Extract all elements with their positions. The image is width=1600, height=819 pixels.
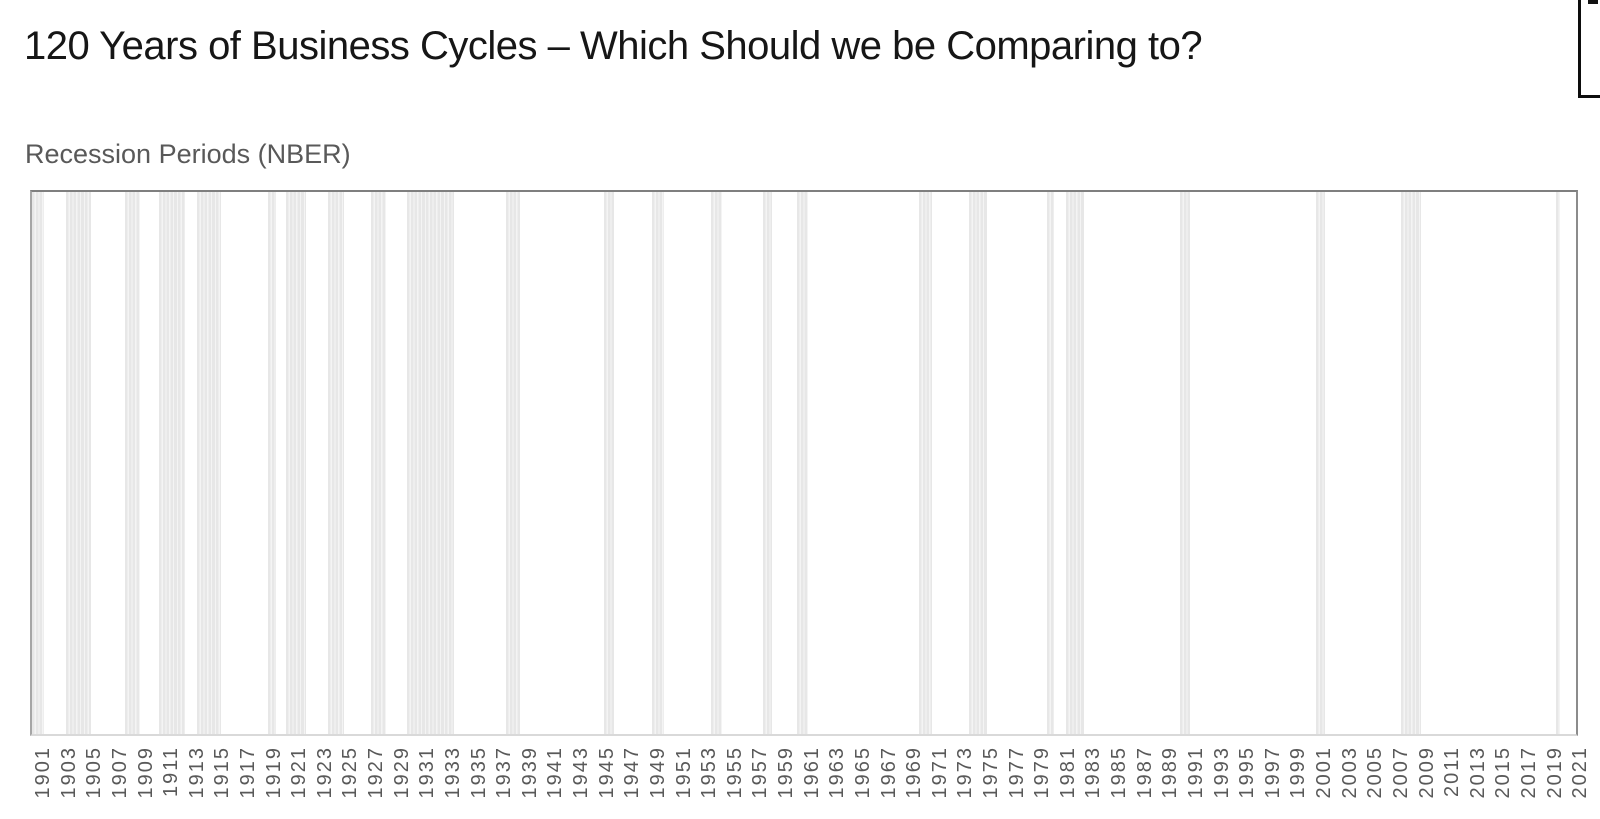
x-axis-tick-label: 1965 <box>851 746 874 799</box>
x-axis-tick-label: 2019 <box>1543 746 1566 799</box>
x-axis-tick-label: 2011 <box>1441 746 1464 798</box>
x-axis-tick-label: 1999 <box>1287 746 1310 799</box>
x-axis-tick-label: 1957 <box>749 746 772 799</box>
recession-bar <box>1047 192 1055 734</box>
recession-bar <box>197 192 222 734</box>
x-axis-tick-label: 1977 <box>1005 746 1028 799</box>
recession-bar <box>371 192 387 734</box>
recession-bar <box>968 192 987 734</box>
x-axis-tick-label: 1995 <box>1236 746 1259 799</box>
recession-bar <box>267 192 277 734</box>
x-axis-tick-label: 1929 <box>390 746 413 799</box>
x-axis-tick-label: 1987 <box>1133 746 1156 799</box>
x-axis-tick-label: 1949 <box>646 746 669 799</box>
x-axis-tick-label: 1935 <box>467 746 490 799</box>
recession-bar <box>919 192 932 734</box>
x-axis-tick-label: 1941 <box>544 746 567 799</box>
recession-bar <box>1401 192 1422 734</box>
x-axis-tick-label: 2005 <box>1364 746 1387 799</box>
recession-bar <box>285 192 306 734</box>
x-axis-tick-label: 2013 <box>1466 746 1489 799</box>
x-axis-tick-label: 1967 <box>877 746 900 799</box>
x-axis-tick-label: 1905 <box>83 746 106 799</box>
recession-bar <box>158 192 186 734</box>
x-axis-tick-label: 1933 <box>441 746 464 799</box>
x-axis-tick-label: 2021 <box>1569 746 1592 799</box>
x-axis-tick-label: 1915 <box>211 746 234 799</box>
x-axis-tick-label: 1901 <box>32 746 54 799</box>
x-axis-tick-label: 1991 <box>1184 746 1207 799</box>
recession-bar <box>328 192 344 734</box>
x-axis-tick-label: 1963 <box>826 746 849 799</box>
recession-chart-plot <box>30 190 1578 736</box>
x-axis-tick-label: 1903 <box>57 746 80 799</box>
recession-bar <box>125 192 140 734</box>
cutoff-box-mark <box>1588 0 1598 4</box>
x-axis-tick-label: 2007 <box>1389 746 1412 799</box>
x-axis-tick-label: 1969 <box>903 746 926 799</box>
x-axis-tick-label: 1917 <box>237 746 259 799</box>
x-axis-tick-label: 1919 <box>262 746 285 799</box>
recession-bar <box>65 192 92 734</box>
x-axis-tick-label: 2017 <box>1518 746 1540 799</box>
recession-bar <box>407 192 454 734</box>
recession-bar <box>710 192 723 734</box>
x-axis-tick-label: 1923 <box>313 746 336 799</box>
x-axis-tick-label: 1997 <box>1261 746 1284 799</box>
x-axis-tick-label: 1943 <box>570 746 592 799</box>
x-axis-tick-label: 1921 <box>288 746 311 799</box>
recession-bar <box>1315 192 1326 734</box>
x-axis-tick-label: 1971 <box>928 746 951 799</box>
x-axis-tick-label: 1993 <box>1210 746 1233 799</box>
cutoff-box <box>1578 0 1600 98</box>
x-axis-tick-label: 1945 <box>595 746 618 799</box>
x-axis-tick-label: 2009 <box>1415 746 1438 799</box>
x-axis-tick-label: 1975 <box>979 746 1002 799</box>
x-axis-tick-label: 2001 <box>1313 746 1335 799</box>
x-axis-tick-label: 1953 <box>698 746 721 799</box>
x-axis-tick-label: 1925 <box>339 746 362 799</box>
x-axis-tick-label: 1955 <box>723 746 746 799</box>
x-axis-tick-label: 2003 <box>1338 746 1361 799</box>
x-axis-tick-label: 1951 <box>672 746 695 799</box>
recession-bar <box>1555 192 1560 734</box>
x-axis-tick-label: 1983 <box>1082 746 1105 799</box>
recession-bar <box>1066 192 1085 734</box>
x-axis-tick-label: 1907 <box>108 746 131 799</box>
recession-bar <box>1180 192 1190 734</box>
x-axis-tick-label: 1981 <box>1056 746 1079 799</box>
x-axis-tick-label: 1989 <box>1159 746 1182 799</box>
recession-bar <box>604 192 614 734</box>
x-axis-tick-label: 1909 <box>134 746 157 799</box>
x-axis-tick-label: 1959 <box>775 746 797 799</box>
x-axis-tick-label: 1947 <box>621 746 644 799</box>
x-axis-tick-label: 1927 <box>365 746 388 799</box>
recession-bar <box>32 192 44 734</box>
x-axis-tick-label: 1937 <box>493 746 516 799</box>
page-title: 120 Years of Business Cycles – Which Sho… <box>24 24 1203 68</box>
x-axis-tick-label: 2015 <box>1492 746 1515 799</box>
recession-bar <box>796 192 809 734</box>
x-axis-tick-label: 1939 <box>518 746 541 799</box>
x-axis-tick-label: 1979 <box>1031 746 1054 799</box>
recession-bar <box>762 192 773 734</box>
x-axis-tick-label: 1913 <box>185 746 208 799</box>
x-axis-tick-label: 1985 <box>1108 746 1130 799</box>
x-axis-tick-label: 1911 <box>160 746 183 798</box>
x-axis-tick-label: 1931 <box>416 746 439 799</box>
x-axis-tick-label: 1961 <box>800 746 823 799</box>
x-axis-tick-label: 1973 <box>954 746 977 799</box>
recession-bar <box>651 192 665 734</box>
chart-title: Recession Periods (NBER) <box>25 139 351 169</box>
recession-bar <box>505 192 521 734</box>
